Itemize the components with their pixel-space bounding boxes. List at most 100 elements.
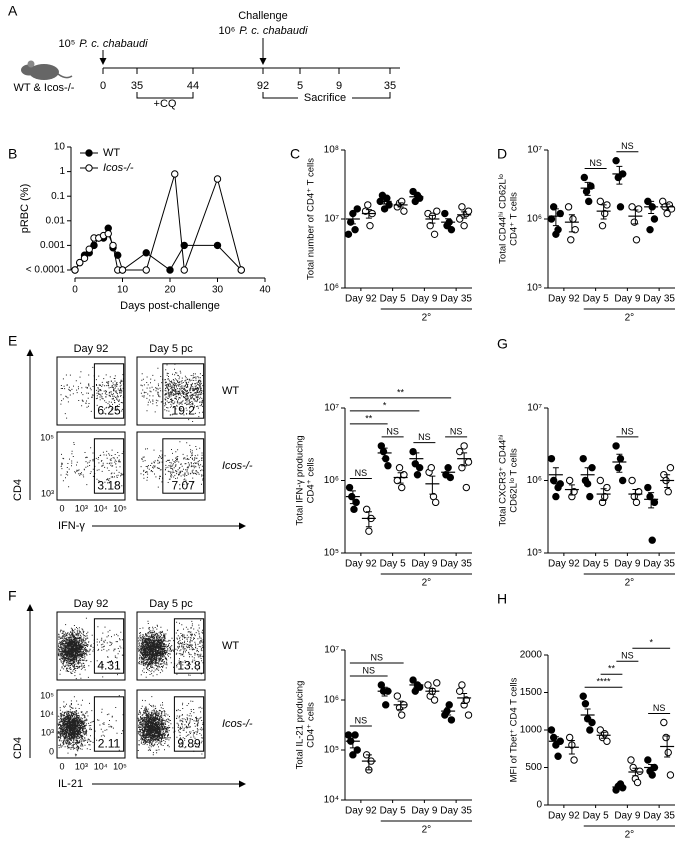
- error-bar: [600, 731, 607, 739]
- x-tick-label: Day 5: [583, 811, 610, 822]
- data-point: [629, 763, 637, 772]
- error-bar: [648, 764, 655, 771]
- challenge-label: 10⁶ P. c. chabaudi: [218, 25, 308, 37]
- flow-column-title: Day 92: [74, 598, 109, 610]
- flow-row-label: Icos-/-: [222, 718, 253, 730]
- significance-label: *: [649, 638, 653, 648]
- flow-y-tick-label: 0: [49, 746, 54, 756]
- y-tick-label: 10⁶: [527, 475, 542, 486]
- significance-label: NS: [355, 715, 368, 725]
- flow-gate: [93, 438, 125, 494]
- x-tick-label: Day 9: [614, 559, 641, 570]
- data-point: [166, 266, 174, 274]
- x-tick-label: 20: [164, 285, 176, 296]
- significance-label: ****: [596, 677, 611, 687]
- data-point: [633, 778, 642, 787]
- data-point: [650, 215, 659, 223]
- data-point: [601, 492, 609, 501]
- data-point: [632, 498, 641, 507]
- flow-plot-frame: [136, 431, 206, 501]
- y-tick-label: 10⁷: [324, 214, 339, 225]
- flow-gate-percent: 13.8: [177, 659, 201, 673]
- data-point: [464, 458, 473, 466]
- error-bar: [632, 209, 639, 225]
- significance-label: NS: [621, 141, 634, 151]
- flow-x-tick-label: 10³: [75, 761, 88, 771]
- error-bar: [381, 447, 388, 460]
- significance-label: **: [608, 664, 616, 674]
- data-point: [349, 751, 357, 759]
- data-point: [180, 241, 188, 250]
- y-tick-label: 10⁷: [324, 403, 339, 414]
- flow-row-label: WT: [222, 640, 239, 652]
- y-axis-title: CD62Lˡᵒ T cells: [509, 448, 520, 513]
- flow-gate-percent: 9.89: [177, 737, 201, 751]
- data-point: [644, 483, 652, 492]
- y-tick-label: 1000: [520, 725, 543, 736]
- flow-gate: [93, 696, 125, 752]
- panel-label: E: [8, 333, 17, 349]
- flow-events: [137, 619, 204, 678]
- error-bar: [397, 202, 404, 208]
- y-tick-label: 0.01: [46, 215, 66, 226]
- data-point: [379, 447, 388, 456]
- endpoint-bracket-left: [262, 92, 298, 99]
- flow-gate: [173, 696, 205, 752]
- data-point: [398, 197, 406, 206]
- flow-x-tick-label: 10³: [75, 503, 88, 513]
- data-point: [612, 156, 620, 165]
- x-tick-label: Day 92: [345, 294, 377, 305]
- data-point: [104, 229, 112, 238]
- data-point: [142, 266, 150, 274]
- data-point: [565, 476, 574, 485]
- error-bar: [461, 692, 468, 705]
- data-point: [445, 701, 453, 709]
- data-point: [366, 221, 374, 230]
- endpoint-bracket-right: [352, 92, 391, 99]
- y-tick-label: 10⁶: [324, 283, 339, 294]
- x-tick-label: Day 92: [548, 811, 580, 822]
- flow-plot-frame: [136, 611, 206, 681]
- flow-plot-frame: [136, 356, 206, 426]
- y-tick-label: 10⁴: [324, 795, 339, 806]
- data-point: [456, 215, 464, 223]
- secondary-label: 2°: [422, 313, 432, 324]
- data-point: [213, 241, 222, 250]
- y-tick-label: < 0.0001: [26, 265, 66, 276]
- mouse-icon: [21, 60, 73, 80]
- error-bar: [365, 209, 372, 219]
- data-point: [80, 254, 89, 262]
- treatment-label: +CQ: [154, 98, 177, 110]
- y-axis-title: Total number of CD4⁺ T cells: [306, 158, 317, 280]
- significance-label: NS: [589, 158, 602, 168]
- secondary-label: 2°: [422, 578, 432, 589]
- data-point: [213, 175, 222, 183]
- infection-label-dose: 10⁵: [58, 38, 75, 50]
- flow-plot-frame: [136, 689, 206, 759]
- error-bar: [397, 472, 404, 484]
- error-bar: [429, 214, 436, 224]
- significance-label: *: [383, 400, 387, 410]
- significance-label: NS: [362, 665, 375, 675]
- data-point: [586, 492, 594, 501]
- y-tick-label: 500: [525, 762, 542, 773]
- data-point: [409, 447, 417, 456]
- error-bar: [413, 452, 420, 467]
- data-point: [377, 681, 386, 689]
- y-tick-label: 1500: [520, 687, 543, 698]
- flow-gate-percent: 3.18: [97, 479, 121, 493]
- data-point: [142, 249, 150, 257]
- error-bar: [413, 194, 420, 200]
- flow-y-label: CD4: [12, 479, 24, 501]
- error-bar: [365, 511, 372, 528]
- flow-column-title: Day 5 pc: [149, 343, 193, 355]
- x-tick-label: Day 9: [411, 806, 438, 817]
- secondary-label: 2°: [422, 825, 432, 836]
- flow-events: [57, 617, 124, 680]
- panel-label: A: [8, 3, 18, 19]
- y-tick-label: 2000: [520, 650, 543, 661]
- error-bar: [616, 165, 623, 185]
- error-bar: [445, 468, 452, 477]
- data-point: [362, 505, 371, 514]
- data-point: [351, 225, 359, 234]
